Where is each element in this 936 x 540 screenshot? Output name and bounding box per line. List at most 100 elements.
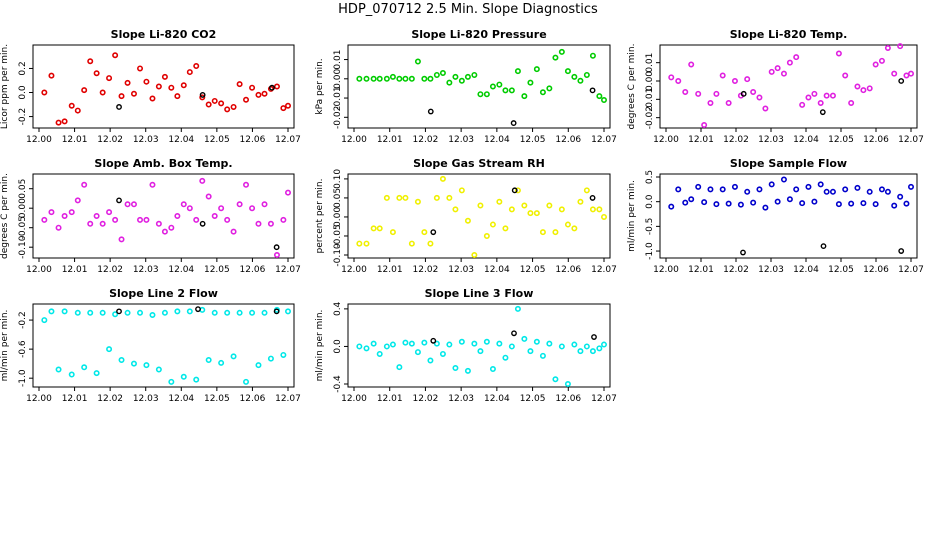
x-tick-label: 12.06 [555, 265, 581, 275]
data-point [118, 357, 125, 364]
data-point [236, 201, 243, 208]
highlight-point [591, 334, 597, 340]
data-point [124, 309, 131, 316]
chart-panel: Slope Sample Flow ml/min per min. 12.00 12.… [627, 157, 924, 275]
data-point [99, 89, 106, 96]
data-point [539, 89, 546, 96]
highlight-point [269, 84, 275, 91]
data-point [860, 87, 867, 94]
data-point [823, 92, 830, 99]
data-point [112, 216, 119, 223]
data-point [756, 94, 763, 101]
data-point [675, 78, 682, 85]
x-tick-label: 12.04 [484, 394, 510, 404]
data-point [589, 348, 596, 355]
data-point [199, 177, 206, 184]
data-point [533, 66, 540, 73]
y-tick-label: 0.00 [645, 71, 655, 91]
data-point [186, 69, 193, 76]
data-point [489, 365, 496, 372]
data-point [87, 220, 94, 227]
data-point [363, 75, 370, 82]
data-point [370, 340, 377, 347]
chart-title: Slope Li-820 Pressure [411, 28, 546, 41]
y-tick-label: -0.5 [645, 218, 655, 236]
y-axis-label: Licor ppm per min. [0, 44, 10, 129]
data-point [255, 220, 262, 227]
x-tick-label: 12.04 [793, 135, 819, 145]
data-point [577, 198, 584, 205]
data-point [483, 91, 490, 98]
data-point [205, 101, 212, 108]
data-point [427, 75, 434, 82]
data-point [363, 345, 370, 352]
y-axis-label: degrees C per min. [0, 173, 10, 259]
x-tick-label: 12.00 [341, 135, 367, 145]
data-point [249, 309, 256, 316]
data-point [106, 75, 113, 82]
data-point [93, 213, 100, 220]
data-point [236, 81, 243, 88]
data-point [558, 48, 565, 55]
data-point [155, 220, 162, 227]
data-point [508, 87, 515, 94]
chart-title: Slope Li-820 CO2 [111, 28, 217, 41]
data-point [55, 366, 62, 373]
data-point [155, 366, 162, 373]
data-point [872, 61, 879, 68]
data-point [464, 217, 471, 224]
data-point [74, 309, 81, 316]
data-point [421, 229, 428, 236]
data-point [477, 91, 484, 98]
data-point [389, 73, 396, 80]
data-point [68, 371, 75, 378]
data-point [439, 350, 446, 357]
data-point [273, 252, 280, 259]
data-point [872, 201, 879, 208]
x-tick-label: 12.05 [520, 265, 546, 275]
data-point [823, 188, 830, 195]
data-point [446, 79, 453, 86]
x-tick-label: 12.03 [758, 265, 784, 275]
x-tick-label: 12.01 [377, 265, 403, 275]
data-point [774, 198, 781, 205]
data-point [61, 308, 68, 315]
data-point [725, 200, 732, 207]
data-point [786, 196, 793, 203]
data-point [811, 198, 818, 205]
data-point [224, 106, 231, 113]
data-point [193, 63, 200, 70]
data-point [695, 183, 702, 190]
data-point [61, 213, 68, 220]
data-point [533, 338, 540, 345]
data-point [376, 350, 383, 357]
data-point [713, 90, 720, 97]
data-point [137, 309, 144, 316]
data-point [762, 204, 769, 211]
data-point [725, 100, 732, 107]
data-point [848, 200, 855, 207]
data-point [161, 228, 168, 235]
x-tick-label: 12.00 [26, 265, 52, 275]
data-point [118, 93, 125, 100]
data-point [527, 210, 534, 217]
data-point [539, 352, 546, 359]
data-point [458, 187, 465, 194]
data-point [186, 205, 193, 212]
data-point [193, 376, 200, 383]
data-point [483, 232, 490, 239]
y-axis-label: percent per min. [315, 179, 325, 254]
highlight-point [740, 90, 747, 97]
data-point [514, 68, 521, 75]
data-point [860, 200, 867, 207]
data-point [805, 183, 812, 190]
data-point [112, 311, 119, 318]
data-point [514, 305, 521, 312]
data-point [433, 71, 440, 78]
highlight-point [430, 337, 437, 344]
y-tick-label: 0.4 [333, 301, 343, 316]
data-point [93, 70, 100, 77]
y-tick-label: -0.10 [333, 243, 343, 267]
x-tick-label: 12.02 [723, 135, 749, 145]
data-point [695, 90, 702, 97]
